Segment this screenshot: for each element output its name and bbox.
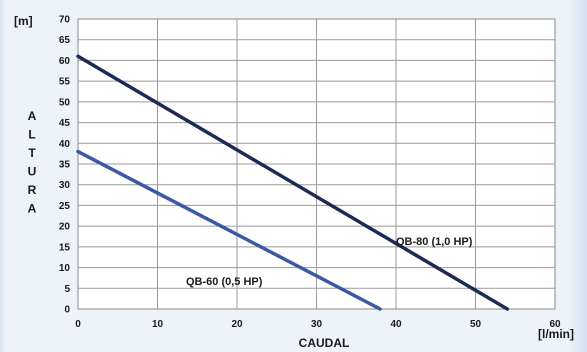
series-lines — [76, 54, 510, 311]
y-axis-title-letter: T — [28, 146, 36, 160]
y-tick-label: 25 — [59, 201, 71, 212]
y-tick-label: 30 — [59, 180, 71, 191]
x-tick-labels: 0 10 20 30 40 50 60 — [75, 319, 561, 330]
series-label-qb80: QB-80 (1,0 HP) — [396, 236, 473, 248]
x-axis-title: CAUDAL — [299, 336, 350, 350]
y-unit-label: [m] — [14, 14, 33, 28]
y-tick-label: 20 — [59, 222, 71, 233]
y-tick-label: 65 — [59, 35, 71, 46]
x-tick-label: 50 — [470, 319, 482, 330]
x-tick-label: 10 — [152, 319, 164, 330]
y-tick-label: 10 — [59, 263, 71, 274]
y-tick-label: 70 — [59, 15, 71, 26]
x-tick-label: 0 — [75, 319, 81, 330]
x-tick-label: 20 — [231, 319, 243, 330]
y-tick-label: 0 — [64, 305, 70, 316]
series-line-1 — [76, 54, 510, 311]
y-tick-label: 50 — [59, 97, 71, 108]
y-tick-label: 40 — [59, 139, 71, 150]
y-tick-label: 55 — [59, 77, 71, 88]
y-tick-label: 60 — [59, 56, 71, 67]
y-axis-title-letter: A — [28, 202, 37, 216]
y-axis-title-letter: U — [28, 165, 37, 179]
y-axis-title-letter: L — [28, 128, 35, 142]
series-label-qb60: QB-60 (0,5 HP) — [186, 276, 263, 288]
y-tick-label: 5 — [64, 284, 70, 295]
y-axis-title-letter: R — [28, 183, 37, 197]
x-tick-label: 40 — [390, 319, 402, 330]
y-tick-label: 15 — [59, 242, 71, 253]
x-unit-label: [l/min] — [538, 327, 574, 341]
y-tick-labels: 0 5 10 15 20 25 30 35 40 45 50 55 60 65 70 — [59, 15, 71, 316]
y-tick-label: 35 — [59, 160, 71, 171]
series-line-0 — [76, 149, 382, 311]
x-tick-label: 30 — [311, 319, 323, 330]
y-axis-title-letter: A — [28, 109, 37, 123]
y-tick-label: 45 — [59, 118, 71, 129]
x-tick-label: 60 — [549, 319, 561, 330]
